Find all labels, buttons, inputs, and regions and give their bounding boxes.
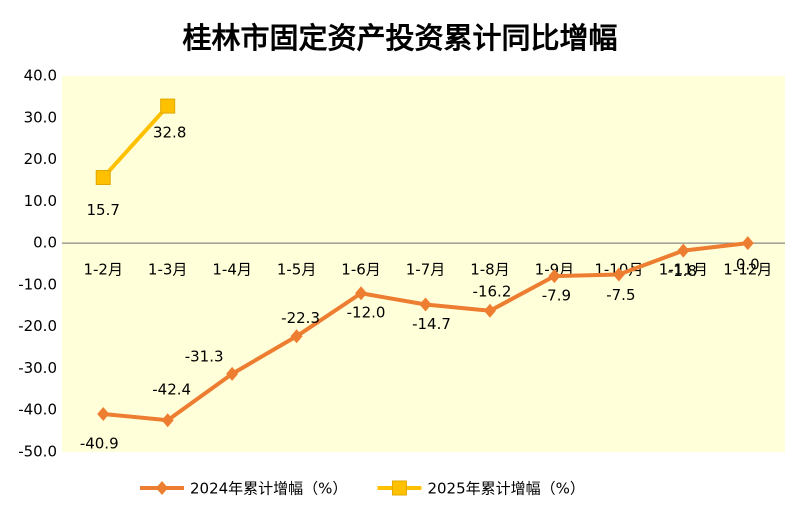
data-label: -16.2: [473, 282, 512, 300]
y-tick-label: 10.0: [24, 192, 57, 210]
data-label: -7.9: [542, 287, 571, 305]
marker: [95, 170, 111, 186]
data-label: -12.0: [347, 304, 386, 322]
data-label: -31.3: [185, 347, 224, 365]
data-label: 0.0: [736, 256, 760, 274]
marker: [483, 303, 496, 318]
y-tick-label: -30.0: [18, 359, 57, 377]
series-line: [101, 104, 170, 179]
y-tick-label: -10.0: [18, 275, 57, 293]
marker: [391, 480, 407, 496]
marker: [741, 236, 754, 251]
marker: [419, 297, 432, 312]
x-tick-label: 1-5月: [277, 261, 317, 279]
y-tick-label: 30.0: [24, 108, 57, 126]
data-label: -14.7: [412, 315, 451, 333]
data-label: -42.4: [152, 381, 191, 399]
x-tick-label: 1-7月: [406, 261, 446, 279]
x-tick-label: 1-6月: [341, 261, 381, 279]
y-tick-label: 0.0: [33, 234, 57, 252]
y-tick-label: -50.0: [18, 443, 57, 461]
marker: [355, 286, 368, 301]
x-tick-label: 1-8月: [470, 261, 510, 279]
marker: [156, 481, 168, 495]
data-label: 32.8: [153, 124, 186, 142]
marker: [290, 329, 303, 344]
marker: [97, 406, 110, 421]
marker: [612, 267, 625, 282]
x-tick-label: 1-12月: [723, 261, 772, 279]
x-tick-label: 1-11月: [659, 261, 708, 279]
data-label: -22.3: [281, 309, 320, 327]
chart-title: 桂林市固定资产投资累计同比增幅: [182, 21, 617, 55]
data-label: 15.7: [87, 201, 120, 219]
legend-label: 2025年累计增幅（%）: [427, 480, 584, 498]
y-tick-label: -40.0: [18, 401, 57, 419]
legend-label: 2024年累计增幅（%）: [190, 480, 347, 498]
data-label: -40.9: [80, 434, 119, 452]
x-tick-label: 1-2月: [83, 261, 123, 279]
data-label: -7.5: [606, 286, 635, 304]
marker: [161, 413, 174, 428]
marker: [226, 366, 239, 381]
plot-area: [62, 76, 785, 452]
marker: [160, 98, 176, 114]
y-tick-label: -20.0: [18, 317, 57, 335]
y-tick-label: 20.0: [24, 150, 57, 168]
x-tick-label: 1-3月: [148, 261, 188, 279]
marker: [548, 269, 561, 284]
y-tick-label: 40.0: [24, 67, 57, 85]
data-label: -1.8: [668, 262, 697, 280]
x-tick-label: 1-4月: [212, 261, 252, 279]
marker: [677, 243, 690, 258]
